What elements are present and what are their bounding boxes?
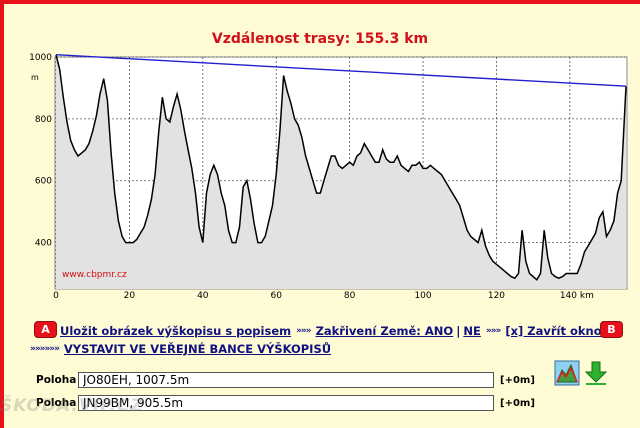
point-a-offset: [+0m]	[500, 374, 535, 386]
chart-watermark: www.cbpmr.cz	[62, 270, 127, 280]
point-a-field[interactable]	[78, 372, 494, 388]
site-watermark: ŠKODA.VIP.CZ	[0, 396, 144, 416]
x-tick-label: 140 km	[560, 291, 594, 301]
point-a-badge: A	[34, 321, 57, 338]
x-tick-label: 120	[488, 291, 505, 301]
profile-area	[56, 54, 626, 289]
save-image-link[interactable]: Uložit obrázek výškopisu s popisem	[60, 324, 292, 338]
x-tick-label: 100	[414, 291, 431, 301]
y-tick-label: 600	[35, 177, 52, 187]
chart-image-icon[interactable]	[554, 360, 580, 386]
publish-row: »»»»»» VYSTAVIT VE VEŘEJNÉ BANCE VÝŠKOPI…	[30, 342, 331, 356]
publish-prefix: »»»»»»	[30, 344, 60, 354]
x-axis-ticks: 0 20 40 60 80 100 120 140 km	[53, 291, 594, 301]
earth-curvature-yes-link[interactable]: Zakřivení Země: ANO	[315, 324, 454, 338]
point-b-field[interactable]	[78, 395, 494, 411]
x-tick-label: 20	[124, 291, 136, 301]
publish-link[interactable]: VYSTAVIT VE VEŘEJNÉ BANCE VÝŠKOPISŮ	[63, 342, 332, 356]
y-axis-ticks: 400 600 800 1000	[29, 53, 52, 249]
x-tick-label: 40	[197, 291, 209, 301]
y-axis-unit: m	[31, 73, 39, 82]
elevation-chart: 0 20 40 60 80 100 120 140 km 400 600 800 1000 m ww…	[29, 53, 628, 301]
point-b-offset: [+0m]	[500, 397, 535, 409]
y-tick-label: 800	[35, 115, 52, 125]
x-tick-label: 60	[270, 291, 282, 301]
toolbar-row: Uložit obrázek výškopisu s popisem »»» Z…	[60, 322, 602, 340]
y-tick-label: 400	[35, 239, 52, 249]
point-a-row: Poloha A: [+0m]	[36, 372, 535, 388]
separator-2: »»»	[485, 326, 501, 336]
download-icon[interactable]	[583, 360, 609, 386]
earth-curvature-no-link[interactable]: NE	[463, 324, 481, 338]
line-of-sight	[55, 53, 627, 87]
curvature-separator: |	[456, 324, 461, 338]
x-tick-label: 0	[53, 291, 59, 301]
separator-1: »»»	[296, 326, 311, 336]
chart-title: Vzdálenost trasy: 155.3 km	[211, 31, 429, 47]
y-tick-label: 1000	[29, 53, 52, 63]
close-window-link[interactable]: [x] Zavřít okno	[505, 324, 602, 338]
x-tick-label: 80	[344, 291, 356, 301]
point-b-badge: B	[600, 321, 623, 338]
point-a-label: Poloha A:	[36, 374, 93, 386]
profile-line	[55, 54, 627, 281]
point-b-row: Poloha B: [+0m]	[36, 395, 535, 411]
